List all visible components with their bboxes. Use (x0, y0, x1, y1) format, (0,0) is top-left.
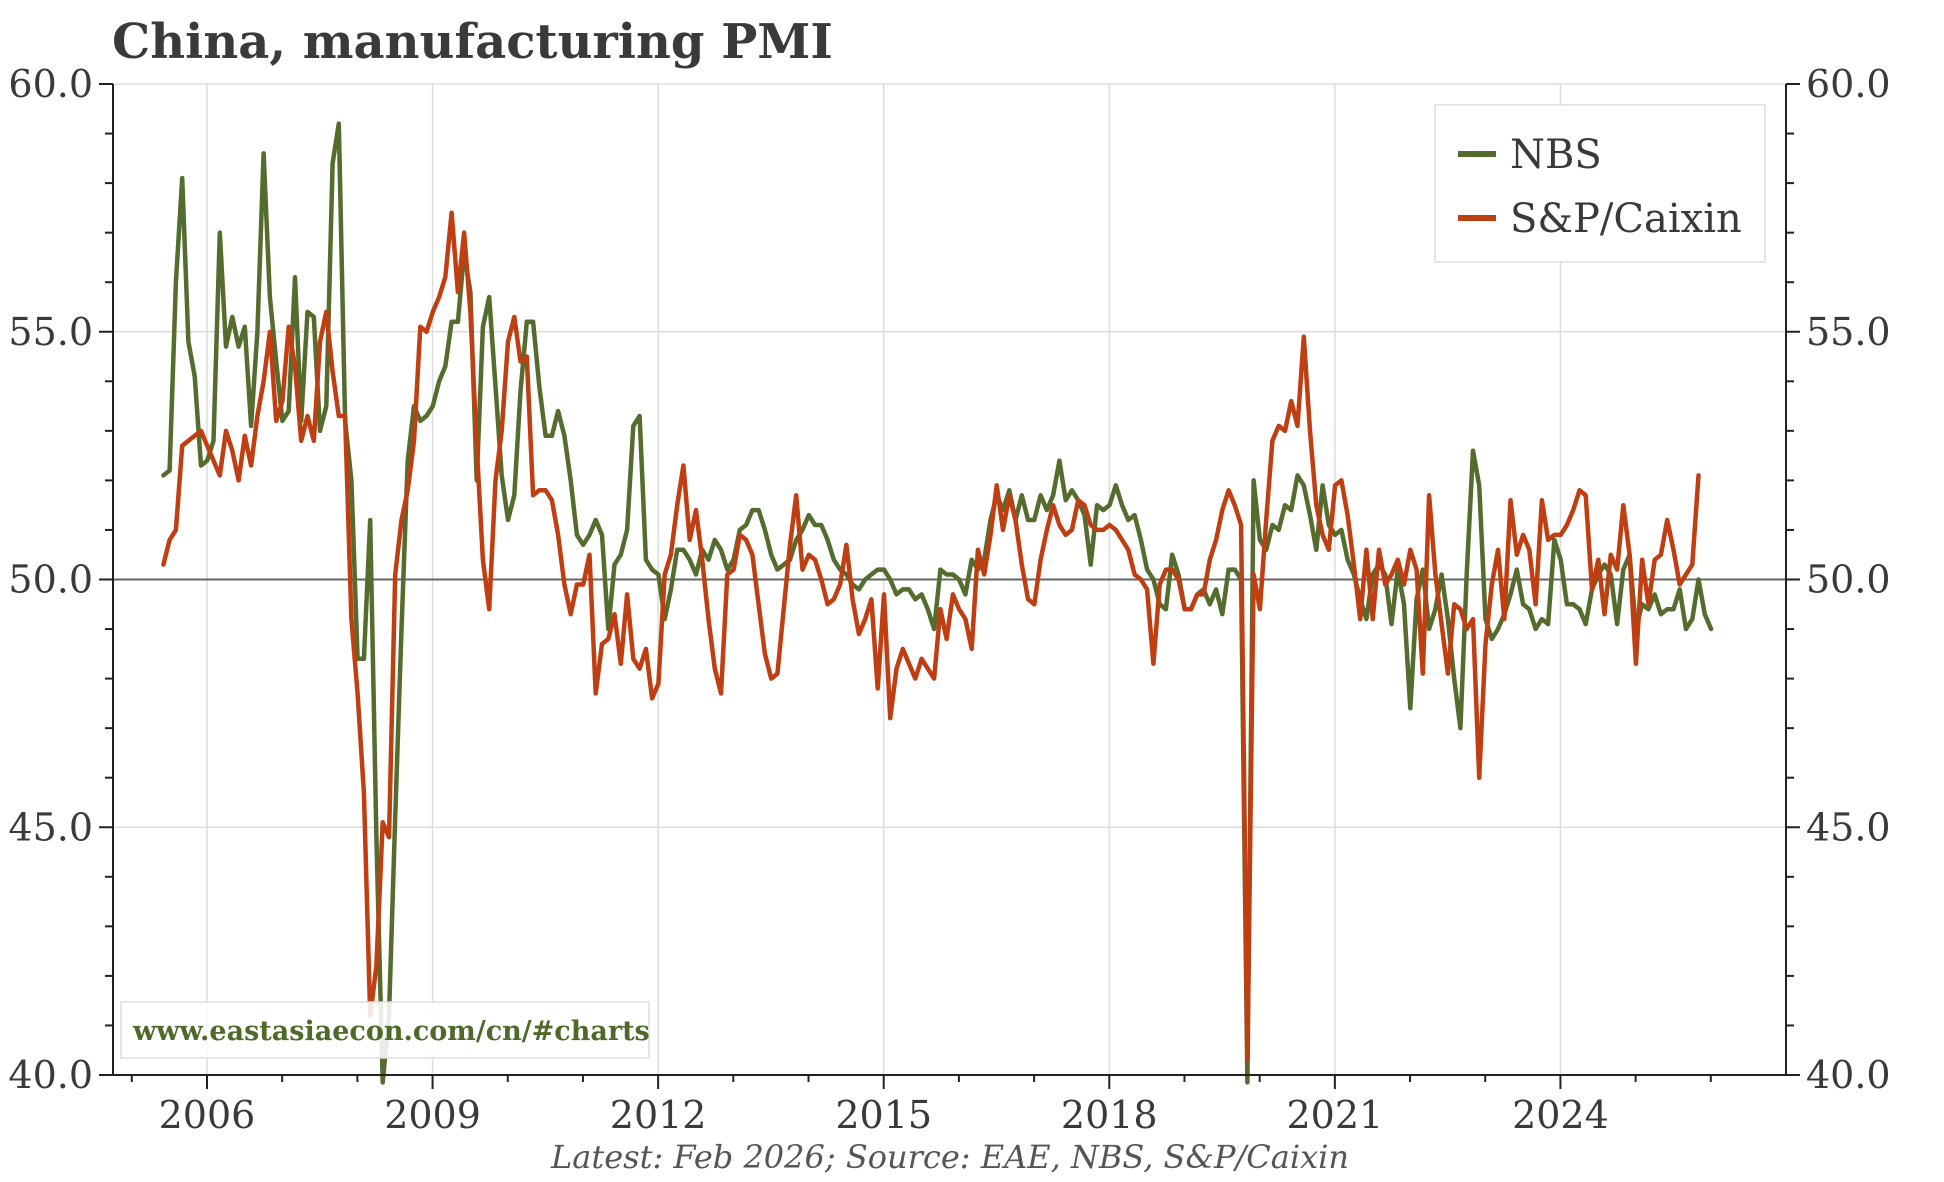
x-tick-label: 2006 (159, 1093, 256, 1137)
right-y-tick-label: 40.0 (1806, 1053, 1891, 1097)
x-tick-labels: 2006 2009 2012 2015 2018 2021 2024 (159, 1093, 1609, 1137)
left-y-tick-label: 45.0 (8, 805, 93, 849)
axes (99, 83, 1800, 1089)
legend-label-nbs: NBS (1510, 132, 1602, 178)
right-y-tick-label: 50.0 (1806, 558, 1891, 602)
x-tick-label: 2021 (1286, 1093, 1383, 1137)
right-y-tick-labels: 40.0 45.0 50.0 55.0 60.0 (1806, 62, 1891, 1097)
right-y-tick-label: 60.0 (1806, 62, 1891, 106)
legend-label-caixin: S&P/Caixin (1510, 196, 1742, 242)
legend-box (1434, 104, 1766, 263)
x-tick-label: 2015 (835, 1093, 932, 1137)
series-line-nbs (161, 121, 1714, 1085)
left-y-tick-label: 50.0 (8, 558, 93, 602)
x-tick-label: 2009 (384, 1093, 481, 1137)
series-line-caixin (161, 210, 1701, 1063)
right-y-tick-label: 45.0 (1806, 805, 1891, 849)
x-tick-label: 2024 (1512, 1093, 1609, 1137)
left-y-tick-label: 60.0 (8, 62, 93, 106)
left-y-tick-label: 55.0 (8, 310, 93, 354)
right-y-tick-label: 55.0 (1806, 310, 1891, 354)
watermark-url: www.eastasiaecon.com/cn/#charts (132, 1016, 650, 1047)
chart-title: China, manufacturing PMI (112, 14, 833, 70)
left-y-tick-label: 40.0 (8, 1053, 93, 1097)
x-tick-label: 2012 (610, 1093, 707, 1137)
source-note: Latest: Feb 2026; Source: EAE, NBS, S&P/… (550, 1138, 1349, 1176)
watermark-box (120, 1001, 650, 1059)
series-group (161, 121, 1714, 1085)
watermark: www.eastasiaecon.com/cn/#charts (120, 1001, 650, 1059)
legend: NBS S&P/Caixin (1434, 104, 1766, 263)
left-y-tick-labels: 40.0 45.0 50.0 55.0 60.0 (8, 62, 93, 1097)
x-tick-label: 2018 (1061, 1093, 1158, 1137)
